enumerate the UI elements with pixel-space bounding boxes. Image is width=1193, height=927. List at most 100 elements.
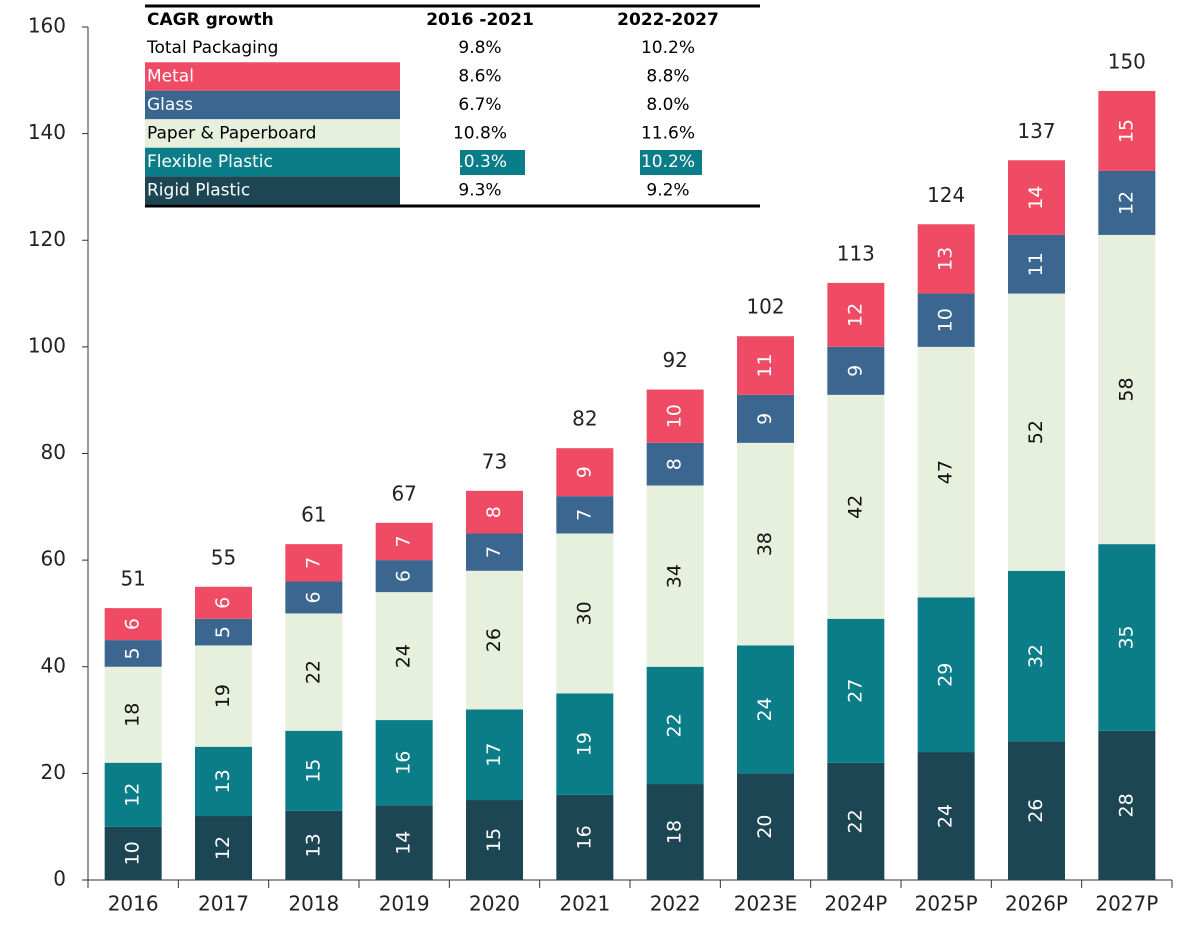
total-label: 92 <box>662 348 687 372</box>
bar-segment <box>285 810 343 880</box>
y-tick-label: 20 <box>41 760 66 784</box>
segment-label: 8 <box>664 458 686 470</box>
segment-label: 9 <box>844 365 866 377</box>
bar-segment <box>375 720 433 806</box>
segment-label: 11 <box>754 353 776 377</box>
segment-label: 27 <box>844 679 866 703</box>
x-tick-label: 2026P <box>1005 892 1068 916</box>
segment-label: 7 <box>573 509 595 521</box>
bar-segment <box>556 794 614 880</box>
bar-segment <box>195 816 252 880</box>
bar-segment <box>737 773 794 880</box>
bar-segment <box>1098 544 1156 731</box>
bar-segment <box>827 394 885 619</box>
y-tick-label: 80 <box>41 440 66 464</box>
bar-segment <box>917 752 975 880</box>
bar-segment <box>1098 730 1156 880</box>
bar-segment <box>375 560 433 593</box>
x-tick-label: 2020 <box>469 892 520 916</box>
table-row-swatch <box>145 90 400 120</box>
total-label: 67 <box>391 481 416 505</box>
bar-segment <box>1008 160 1065 235</box>
segment-label: 19 <box>212 684 234 708</box>
table-cell: 10.2% <box>641 38 695 58</box>
segment-label: 19 <box>573 732 595 756</box>
bar-segment <box>1008 741 1065 880</box>
segment-label: 18 <box>664 820 686 844</box>
bar-segment <box>827 762 885 880</box>
bar-segment <box>646 485 704 667</box>
segment-label: 16 <box>573 825 595 849</box>
table-row-swatch <box>145 176 400 205</box>
bar-segment <box>195 746 252 817</box>
table-row-label: Flexible Plastic <box>147 152 273 172</box>
total-label: 150 <box>1108 49 1146 73</box>
bar-segment <box>737 336 794 395</box>
segment-label: 13 <box>935 247 957 271</box>
segment-label: 6 <box>393 570 415 582</box>
bar-segment <box>827 346 885 395</box>
bar-segment <box>285 730 343 811</box>
table-row-label: Glass <box>147 95 193 115</box>
table-cell: 11.6% <box>641 124 695 144</box>
segment-label: 18 <box>122 703 144 727</box>
bar-segment <box>466 800 523 880</box>
segment-label: 29 <box>935 663 957 687</box>
segment-label: 47 <box>935 460 957 484</box>
bar-segment <box>104 826 162 880</box>
bar-segment <box>917 597 975 753</box>
bar-segment <box>285 581 343 614</box>
segment-label: 32 <box>1025 644 1047 668</box>
bar-segment <box>917 224 975 294</box>
bar-segment <box>556 448 614 497</box>
segment-label: 20 <box>754 815 776 839</box>
table-header: CAGR growth <box>147 10 274 30</box>
bar-segment <box>1098 90 1156 171</box>
table-cell: 6.7% <box>458 95 501 115</box>
segment-label: 11 <box>1025 252 1047 276</box>
bar-segment <box>556 496 614 534</box>
segment-label: 13 <box>302 833 324 857</box>
segment-label: 52 <box>1025 420 1047 444</box>
segment-label: 24 <box>393 644 415 668</box>
segment-label: 7 <box>393 535 415 547</box>
x-tick-label: 2016 <box>108 892 159 916</box>
segment-label: 30 <box>573 601 595 625</box>
table-header: 2022-2027 <box>617 10 719 30</box>
segment-label: 34 <box>664 564 686 588</box>
bar-segment <box>646 784 704 880</box>
bar-segment <box>737 394 794 443</box>
table-cell: 8.0% <box>646 95 689 115</box>
segment-label: 6 <box>302 591 324 603</box>
total-label: 102 <box>746 295 784 319</box>
bar-segment <box>917 346 975 598</box>
table-row-label: Rigid Plastic <box>147 181 250 201</box>
bar-segment <box>195 618 252 646</box>
total-label: 113 <box>837 241 875 265</box>
segment-label: 22 <box>844 809 866 833</box>
segment-label: 26 <box>1025 799 1047 823</box>
bar-segment <box>466 570 523 710</box>
segment-label: 14 <box>1025 186 1047 210</box>
x-tick-label: 2021 <box>559 892 610 916</box>
bar-segment <box>375 592 433 721</box>
segment-label: 5 <box>212 626 234 638</box>
bar-segment <box>1008 293 1065 571</box>
bar-segment <box>1008 570 1065 742</box>
segment-label: 9 <box>754 413 776 425</box>
table-cell: 9.2% <box>646 181 689 201</box>
segment-label: 12 <box>844 303 866 327</box>
x-tick-label: 2022 <box>650 892 701 916</box>
bar-segment <box>285 613 343 731</box>
total-label: 55 <box>211 545 236 569</box>
y-tick-label: 60 <box>41 547 66 571</box>
segment-label: 24 <box>754 697 776 721</box>
table-row-label: Metal <box>147 67 194 87</box>
segment-label: 7 <box>302 557 324 569</box>
segment-label: 12 <box>122 783 144 807</box>
bar-segment <box>556 693 614 795</box>
bar-segment <box>466 533 523 571</box>
segment-label: 16 <box>393 751 415 775</box>
